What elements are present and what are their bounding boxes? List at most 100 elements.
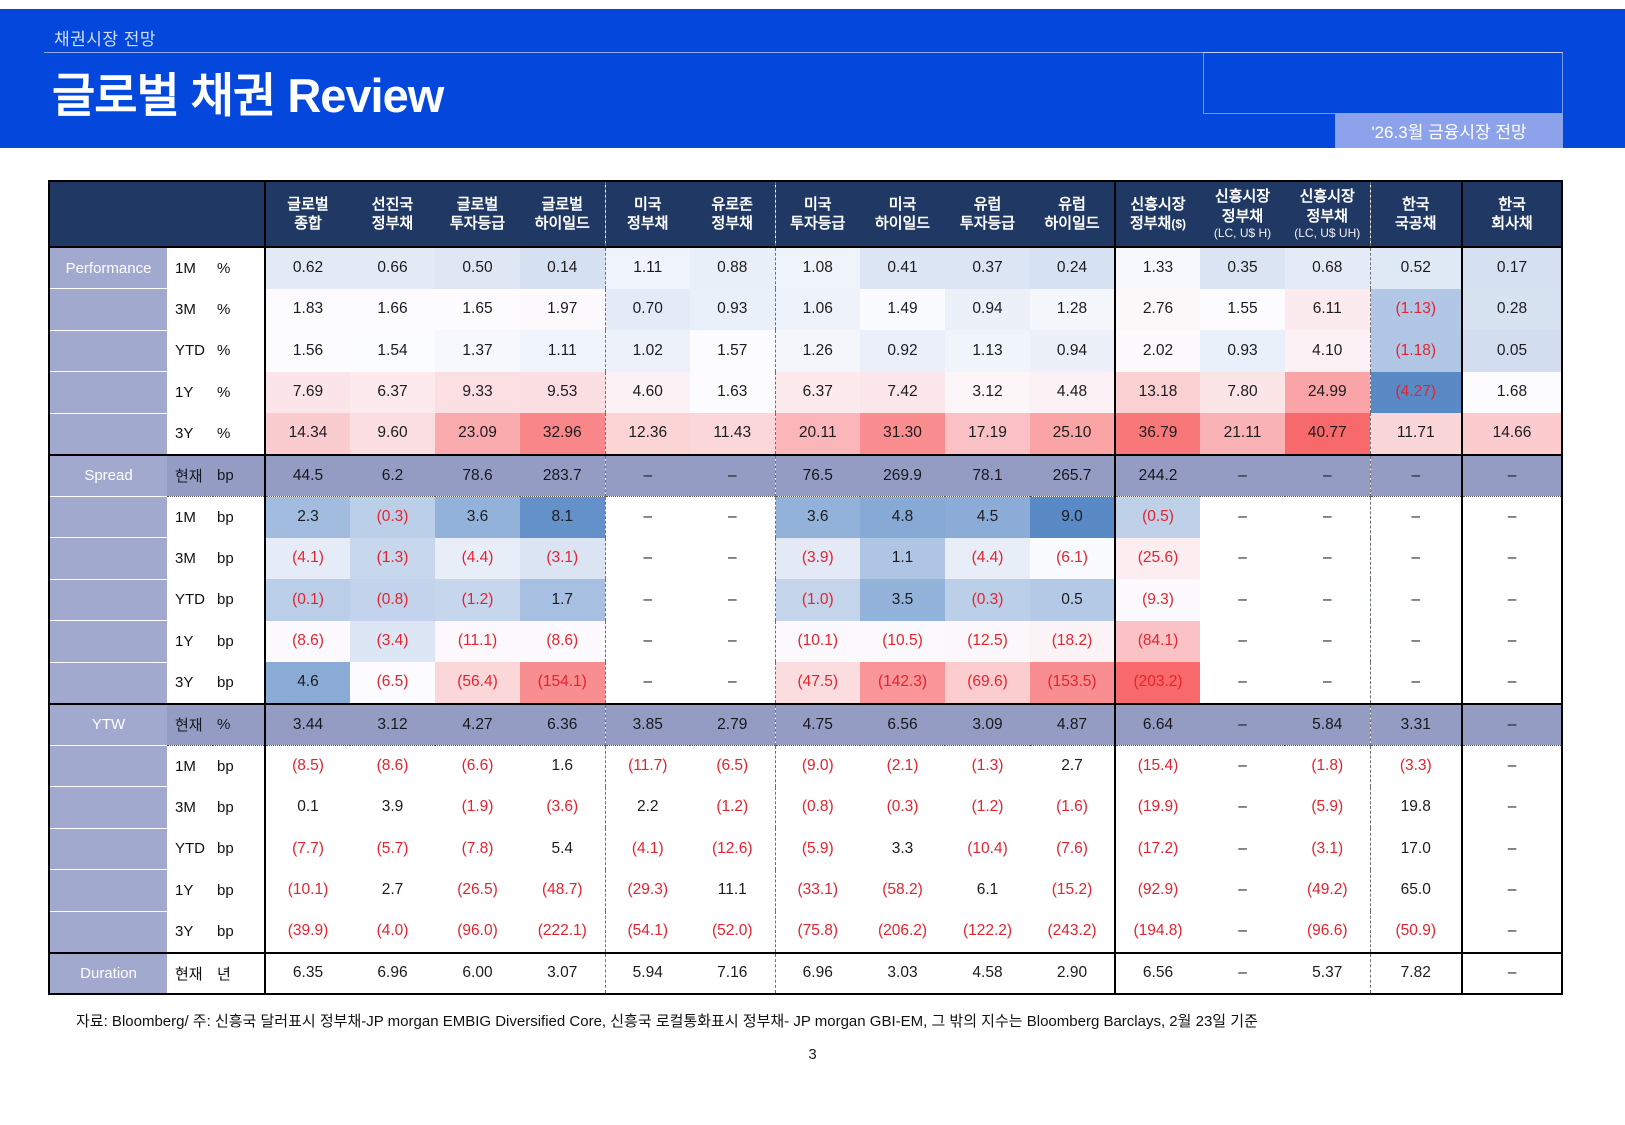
period-label: 현재 xyxy=(167,702,213,746)
value-cell: (7.8) xyxy=(435,828,520,870)
value-cell: (6.1) xyxy=(1030,537,1116,579)
value-cell: (153.5) xyxy=(1030,662,1116,704)
unit-label: bp xyxy=(213,537,266,579)
value-cell: (3.4) xyxy=(350,620,435,662)
section-label xyxy=(49,910,167,953)
value-cell: 0.24 xyxy=(1030,246,1116,289)
value-cell: 6.56 xyxy=(860,702,945,746)
value-cell: (0.3) xyxy=(860,786,945,828)
value-cell: (47.5) xyxy=(775,662,860,704)
value-cell: (9.0) xyxy=(775,745,860,787)
value-cell: 2.2 xyxy=(605,786,690,828)
value-cell: 9.53 xyxy=(520,371,606,413)
value-cell: 76.5 xyxy=(775,453,860,497)
period-label: 1Y xyxy=(167,371,213,413)
table-row: 1Y bp (8.6) (3.4) (11.1) (8.6) – – (10.1) (10.5)(… xyxy=(49,620,1562,662)
value-cell: (15.4) xyxy=(1115,745,1200,787)
section-label xyxy=(49,827,167,870)
value-cell: 0.94 xyxy=(945,288,1030,330)
section-label xyxy=(49,329,167,372)
table-row: Spread 현재 bp 44.5 6.2 78.6 283.7– –76.5 269.9 78.… xyxy=(49,453,1562,497)
value-cell: 1.54 xyxy=(350,330,435,372)
value-cell: (194.8) xyxy=(1115,911,1200,953)
section-label xyxy=(49,744,167,787)
value-cell: 44.5 xyxy=(265,453,350,497)
value-cell: (6.5) xyxy=(350,662,435,704)
value-cell: 1.08 xyxy=(775,246,860,289)
value-cell: (1.13) xyxy=(1370,288,1463,330)
value-cell: (9.3) xyxy=(1115,579,1200,621)
value-cell: 12.36 xyxy=(605,413,690,455)
value-cell: 14.66 xyxy=(1462,413,1562,455)
value-cell: 2.90 xyxy=(1030,951,1116,994)
value-cell: (5.9) xyxy=(775,828,860,870)
unit-label: bp xyxy=(213,453,266,497)
value-cell: 1.49 xyxy=(860,288,945,330)
value-cell: 11.43 xyxy=(690,413,776,455)
value-cell: – xyxy=(605,453,690,497)
value-cell: 7.69 xyxy=(265,371,350,413)
value-cell: – xyxy=(1462,702,1562,746)
unit-label: bp xyxy=(213,620,266,662)
period-label: YTD xyxy=(167,330,213,372)
section-label xyxy=(49,495,167,538)
value-cell: – xyxy=(690,662,776,704)
column-header: 신흥시장 정부채 (LC, U$ H) xyxy=(1200,181,1285,248)
value-cell: 40.77 xyxy=(1285,413,1371,455)
value-cell: 4.8 xyxy=(860,496,945,538)
value-cell: (29.3) xyxy=(605,869,690,911)
value-cell: (5.7) xyxy=(350,828,435,870)
value-cell: (7.6) xyxy=(1030,828,1116,870)
value-cell: (39.9) xyxy=(265,911,350,953)
section-label: Duration xyxy=(49,951,167,994)
value-cell: 9.60 xyxy=(350,413,435,455)
value-cell: (154.1) xyxy=(520,662,606,704)
value-cell: 0.41 xyxy=(860,246,945,289)
value-cell: 11.71 xyxy=(1370,413,1463,455)
value-cell: (75.8) xyxy=(775,911,860,953)
value-cell: – xyxy=(1200,911,1285,953)
value-cell: (1.9) xyxy=(435,786,520,828)
table-row: 1Y% 7.69 6.37 9.33 9.53 4.60 1.63 6.37 7.42 3.12 4… xyxy=(49,371,1562,413)
value-cell: (2.1) xyxy=(860,745,945,787)
section-label xyxy=(49,578,167,621)
value-cell: (11.1) xyxy=(435,620,520,662)
section-label xyxy=(49,869,167,911)
value-cell: – xyxy=(1200,702,1285,746)
value-cell: (0.3) xyxy=(350,496,435,538)
value-cell: 7.82 xyxy=(1370,951,1463,994)
section-label xyxy=(49,537,167,579)
value-cell: (17.2) xyxy=(1115,828,1200,870)
value-cell: 0.50 xyxy=(435,246,520,289)
unit-label: bp xyxy=(213,662,266,704)
value-cell: – xyxy=(1285,537,1371,579)
value-cell: – xyxy=(605,620,690,662)
value-cell: 20.11 xyxy=(775,413,860,455)
period-label: 1Y xyxy=(167,620,213,662)
unit-label: 년 xyxy=(213,951,266,994)
value-cell: 3.03 xyxy=(860,951,945,994)
value-cell: – xyxy=(1462,745,1562,787)
column-header: 선진국 정부채 xyxy=(350,181,435,248)
value-cell: – xyxy=(690,537,776,579)
value-cell: – xyxy=(1462,911,1562,953)
value-cell: – xyxy=(1462,662,1562,704)
value-cell: – xyxy=(1200,745,1285,787)
value-cell: (222.1) xyxy=(520,911,606,953)
value-cell: (54.1) xyxy=(605,911,690,953)
value-cell: 2.7 xyxy=(1030,745,1116,787)
value-cell: 1.26 xyxy=(775,330,860,372)
value-cell: 19.8 xyxy=(1370,786,1463,828)
value-cell: 6.96 xyxy=(775,951,860,994)
value-cell: 7.16 xyxy=(690,951,776,994)
value-cell: – xyxy=(1200,828,1285,870)
unit-label: % xyxy=(213,413,266,455)
value-cell: 1.68 xyxy=(1462,371,1562,413)
value-cell: – xyxy=(605,537,690,579)
column-header: 글로벌 투자등급 xyxy=(435,181,520,248)
value-cell: – xyxy=(1285,579,1371,621)
value-cell: 6.1 xyxy=(945,869,1030,911)
section-label xyxy=(49,412,167,455)
value-cell: 1.37 xyxy=(435,330,520,372)
value-cell: – xyxy=(1370,496,1463,538)
